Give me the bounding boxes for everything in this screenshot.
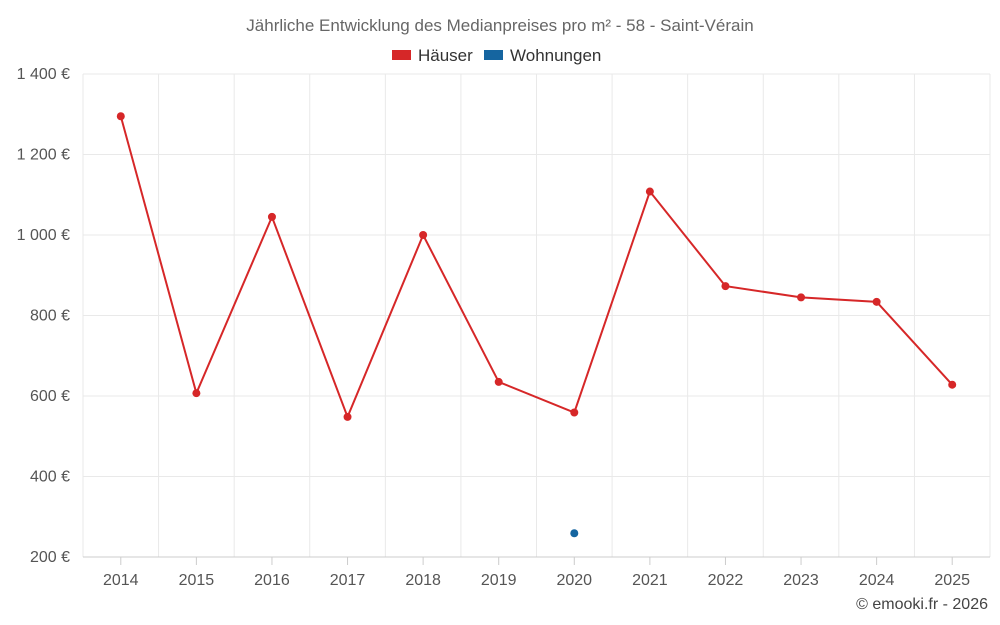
data-point-0-2023[interactable] — [797, 293, 806, 302]
legend-label-haeuser: Häuser — [418, 46, 473, 65]
data-point-0-2017[interactable] — [343, 412, 352, 421]
credit-text: © emooki.fr - 2026 — [856, 596, 988, 613]
data-point-0-2025[interactable] — [948, 380, 957, 389]
y-tick-label: 1 200 € — [17, 147, 70, 164]
legend-swatch-haeuser — [392, 50, 411, 60]
x-tick-label: 2025 — [934, 572, 970, 589]
x-tick-label: 2021 — [632, 572, 668, 589]
x-tick-label: 2015 — [179, 572, 215, 589]
legend: Häuser Wohnungen — [392, 46, 601, 65]
data-point-1-2020[interactable] — [570, 529, 579, 538]
data-point-0-2022[interactable] — [721, 282, 730, 291]
legend-swatch-wohnungen — [484, 50, 503, 60]
y-tick-label: 600 € — [30, 388, 70, 405]
y-tick-label: 800 € — [30, 308, 70, 325]
data-point-0-2014[interactable] — [116, 112, 125, 121]
legend-label-wohnungen: Wohnungen — [510, 46, 601, 65]
x-tick-label: 2018 — [405, 572, 441, 589]
x-tick-label: 2019 — [481, 572, 517, 589]
data-point-0-2020[interactable] — [570, 408, 579, 417]
legend-item-wohnungen[interactable]: Wohnungen — [484, 46, 601, 65]
data-point-0-2024[interactable] — [872, 297, 881, 306]
y-tick-label: 400 € — [30, 469, 70, 486]
series-line-0 — [119, 115, 953, 420]
chart-title: Jährliche Entwicklung des Medianpreises … — [246, 16, 753, 35]
data-point-0-2018[interactable] — [419, 231, 428, 239]
data-point-0-2016[interactable] — [267, 212, 276, 221]
y-tick-label: 1 400 € — [17, 66, 70, 83]
grid — [82, 73, 991, 558]
series — [116, 112, 957, 538]
x-tick-label: 2016 — [254, 572, 290, 589]
data-point-0-2021[interactable] — [645, 187, 654, 196]
x-tick-label: 2014 — [103, 572, 139, 589]
x-tick-label: 2020 — [556, 572, 592, 589]
x-tick-label: 2023 — [783, 572, 819, 589]
x-tick-label: 2017 — [330, 572, 366, 589]
data-point-0-2019[interactable] — [494, 377, 503, 386]
axes: 200 € 400 € 600 € 800 € 1 000 € 1 200 € 1 400 … — [17, 66, 990, 589]
data-point-0-2015[interactable] — [192, 389, 201, 398]
y-tick-label: 1 000 € — [17, 227, 70, 244]
y-tick-label: 200 € — [30, 549, 70, 566]
legend-item-haeuser[interactable]: Häuser — [392, 46, 473, 65]
x-tick-label: 2022 — [708, 572, 744, 589]
x-tick-label: 2024 — [859, 572, 895, 589]
